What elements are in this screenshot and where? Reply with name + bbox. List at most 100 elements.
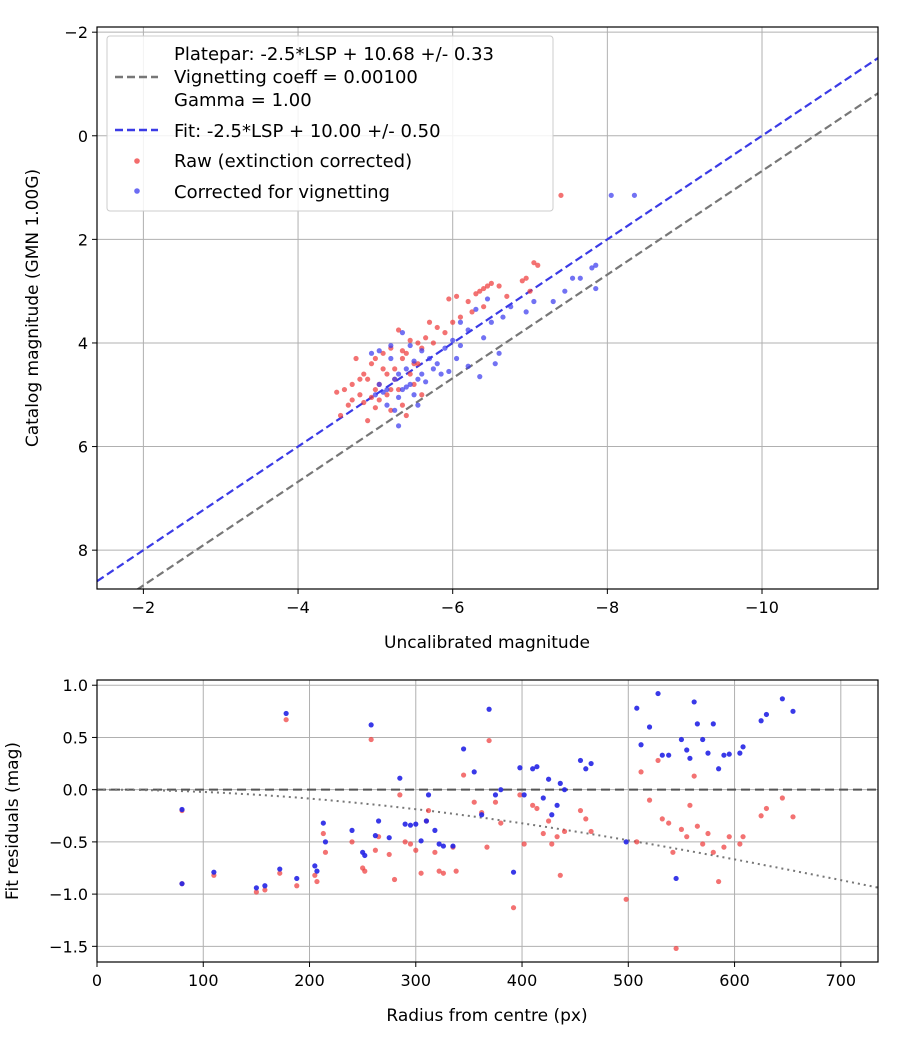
bottom-raw-data-point [705,830,711,837]
bottom-x-tick-label: 700 [826,971,857,990]
bottom-x-tick-label: 400 [507,971,538,990]
bottom-raw-data-point [684,834,690,840]
bottom-corrected-data-point [530,766,536,772]
top-corrected-data-point [569,275,576,281]
bottom-corrected-data-point [534,764,540,770]
top-corrected-data-point [453,355,460,362]
top-y-tick-label: 2 [78,230,88,249]
top-raw-data-point [453,293,460,299]
bottom-corrected-data-point [638,742,644,748]
bottom-raw-data-point [634,839,640,845]
top-y-ticks: −2 0 2 4 6 8 [64,23,97,560]
top-corrected-data-point [407,342,413,349]
bottom-corrected-data-point [684,747,690,753]
top-raw-data-point [415,340,421,346]
bottom-raw-data-point [588,828,594,835]
top-raw-data-point [380,350,386,356]
top-raw-data-point [384,371,390,377]
bottom-corrected-data-point [659,752,665,758]
bottom-raw-data-point [726,834,732,840]
top-corrected-data-point [423,379,429,385]
top-corrected-data-point [411,358,417,364]
top-corrected-data-point [531,298,537,305]
top-raw-data-point [399,348,406,354]
bottom-corrected-data-point [498,787,504,793]
bottom-corrected-data-point [740,744,746,750]
top-corrected-data-point [496,350,502,356]
top-corrected-data-point [399,330,406,336]
bottom-x-tick-label: 500 [613,971,644,990]
top-corrected-data-point [395,371,402,377]
top-corrected-data-point [446,368,452,375]
top-corrected-data-point [477,374,483,380]
top-corrected-data-point [484,296,491,302]
bottom-y-axis-label: Fit residuals (mag) [3,742,23,900]
bottom-raw-data-point [486,737,492,744]
bottom-corrected-data-point [763,711,770,718]
legend-box [106,35,554,212]
top-raw-data-point [426,319,433,325]
bottom-plot-background [97,680,878,962]
top-corrected-data-point [430,366,436,372]
top-corrected-data-point [388,342,394,349]
bottom-raw-data-point [471,799,477,805]
top-raw-data-point [357,376,363,382]
top-corrected-data-point [376,348,382,354]
top-raw-data-point [392,366,398,372]
bottom-corrected-data-point [737,750,743,756]
bottom-corrected-data-point [402,821,408,827]
bottom-raw-data-point [678,826,685,832]
bottom-corrected-data-point [362,852,368,859]
bottom-corrected-data-point [440,843,447,849]
bottom-corrected-data-point [407,822,414,828]
bottom-raw-data-point [646,797,653,803]
bottom-corrected-data-point [694,721,700,727]
bottom-corrected-data-point [479,812,485,818]
top-raw-data-point [504,293,510,299]
bottom-raw-data-point [402,839,408,845]
top-corrected-data-point [589,265,595,271]
top-raw-data-point [399,402,406,408]
bottom-y-tick-label: −1.0 [49,885,88,904]
top-raw-data-point [484,283,491,289]
top-corrected-data-point [450,337,456,343]
top-y-tick-label: 0 [78,127,88,146]
top-corrected-data-point [403,384,409,390]
top-raw-data-point [368,394,375,400]
bottom-corrected-data-point [726,751,732,757]
bottom-y-ticks: 1.0 0.5 0.0 −0.5 −1.0 −1.5 [49,676,97,956]
bottom-raw-data-point [372,847,378,853]
top-raw-data-point [419,392,425,398]
bottom-corrected-data-point [436,841,442,847]
bottom-corrected-data-point [705,750,711,756]
top-corrected-data-point [562,288,568,294]
top-corrected-data-point [415,376,421,382]
bottom-residuals-chart: 0 100 200 300 400 500 600 700 1.0 0.5 0.0 −0.5 −1.0… [3,676,879,1026]
bottom-corrected-data-point [655,690,661,697]
bottom-corrected-data-point [471,769,477,775]
top-raw-data-point [380,366,386,372]
bottom-corrected-data-point [716,766,722,772]
legend-fit-label: Fit: -2.5*LSP + 10.00 +/- 0.50 [174,121,441,142]
bottom-raw-data-point [368,736,374,743]
bottom-corrected-data-point [691,699,697,705]
bottom-corrected-data-point [492,792,499,798]
bottom-y-tick-label: 1.0 [63,676,88,695]
bottom-y-tick-label: −0.5 [49,833,88,852]
bottom-raw-data-point [577,807,584,814]
bottom-x-tick-label: 300 [401,971,432,990]
top-raw-data-point [403,350,409,356]
top-fit-lines [97,57,878,589]
bottom-corrected-data-point [721,752,727,758]
bottom-raw-data-point [687,802,693,808]
bottom-corrected-data-point [557,780,563,787]
top-corrected-data-point [419,348,425,354]
bottom-raw-data-point [386,851,392,858]
top-raw-data-point [446,296,452,302]
top-corrected-data-point [384,402,390,408]
bottom-raw-data-point [262,887,268,893]
bottom-raw-data-point [413,847,419,853]
top-corrected-data-point [457,319,464,325]
bottom-raw-data-point [407,841,414,847]
